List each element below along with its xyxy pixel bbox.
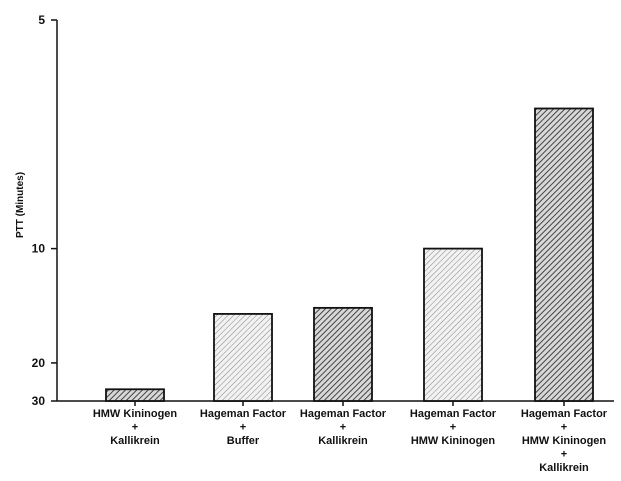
y-tick-label-20: 20 (32, 356, 46, 370)
category-label-1: HMW Kininogen + Kallikrein (93, 408, 178, 447)
y-axis: 5 10 20 30 (32, 13, 58, 408)
y-tick-label-5: 5 (38, 13, 45, 27)
y-tick-label-30: 30 (32, 394, 46, 408)
y-tick-label-10: 10 (32, 242, 46, 256)
bars (105, 107, 594, 402)
bar-2 (213, 313, 273, 402)
category-label-3: Hageman Factor + Kallikrein (300, 408, 387, 447)
bar-3 (313, 306, 373, 402)
category-labels: HMW Kininogen + Kallikrein Hageman Factor + B… (93, 408, 608, 474)
bar-4 (423, 247, 483, 402)
category-label-2: Hageman Factor + Buffer (200, 408, 287, 447)
category-label-4: Hageman Factor + HMW Kininogen (410, 408, 497, 447)
bar-1 (105, 388, 165, 402)
y-axis-title: PTT (Minutes) (15, 172, 26, 238)
bar-5 (534, 107, 594, 402)
category-label-5: Hageman Factor + HMW Kininogen + Kallikrein (521, 408, 608, 474)
